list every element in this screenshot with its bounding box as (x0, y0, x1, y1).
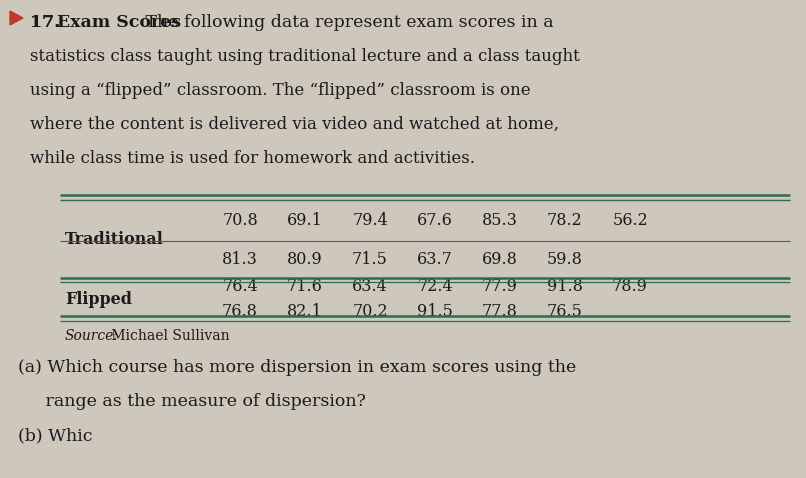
Text: 77.9: 77.9 (482, 278, 518, 295)
Text: 76.5: 76.5 (547, 303, 583, 320)
Text: 91.5: 91.5 (417, 303, 453, 320)
Text: 17.: 17. (30, 14, 66, 31)
Text: while class time is used for homework and activities.: while class time is used for homework an… (30, 150, 475, 167)
Text: 17.: 17. (30, 14, 64, 31)
Text: 85.3: 85.3 (482, 212, 518, 229)
Text: 91.8: 91.8 (547, 278, 583, 295)
Text: 80.9: 80.9 (287, 251, 323, 268)
Text: 76.4: 76.4 (222, 278, 258, 295)
Text: 63.4: 63.4 (352, 278, 388, 295)
Polygon shape (10, 11, 23, 25)
Text: using a “flipped” classroom. The “flipped” classroom is one: using a “flipped” classroom. The “flippe… (30, 82, 530, 99)
Text: 76.8: 76.8 (222, 303, 258, 320)
Text: 70.2: 70.2 (352, 303, 388, 320)
Text: (a) Which course has more dispersion in exam scores using the: (a) Which course has more dispersion in … (18, 359, 576, 376)
Text: where the content is delivered via video and watched at home,: where the content is delivered via video… (30, 116, 559, 133)
Text: 69.8: 69.8 (482, 251, 518, 268)
Text: range as the measure of dispersion?: range as the measure of dispersion? (18, 393, 366, 410)
Text: Traditional: Traditional (65, 230, 164, 248)
Text: 77.8: 77.8 (482, 303, 518, 320)
Text: Flipped: Flipped (65, 291, 132, 307)
Text: 69.1: 69.1 (287, 212, 323, 229)
Text: 78.9: 78.9 (612, 278, 648, 295)
Text: 59.8: 59.8 (547, 251, 583, 268)
Text: 82.1: 82.1 (287, 303, 323, 320)
Text: Michael Sullivan: Michael Sullivan (107, 329, 230, 343)
Text: 71.6: 71.6 (287, 278, 323, 295)
Text: 70.8: 70.8 (222, 212, 258, 229)
Text: 79.4: 79.4 (352, 212, 388, 229)
Text: 78.2: 78.2 (547, 212, 583, 229)
Text: 81.3: 81.3 (222, 251, 258, 268)
Text: 71.5: 71.5 (352, 251, 388, 268)
Text: (b) Whic: (b) Whic (18, 427, 93, 444)
Text: 67.6: 67.6 (417, 212, 453, 229)
Text: 63.7: 63.7 (417, 251, 453, 268)
Text: 56.2: 56.2 (612, 212, 648, 229)
Text: statistics class taught using traditional lecture and a class taught: statistics class taught using traditiona… (30, 48, 580, 65)
Text: 72.4: 72.4 (418, 278, 453, 295)
Text: The following data represent exam scores in a: The following data represent exam scores… (140, 14, 554, 31)
Text: Source:: Source: (65, 329, 119, 343)
Text: Exam Scores: Exam Scores (57, 14, 181, 31)
